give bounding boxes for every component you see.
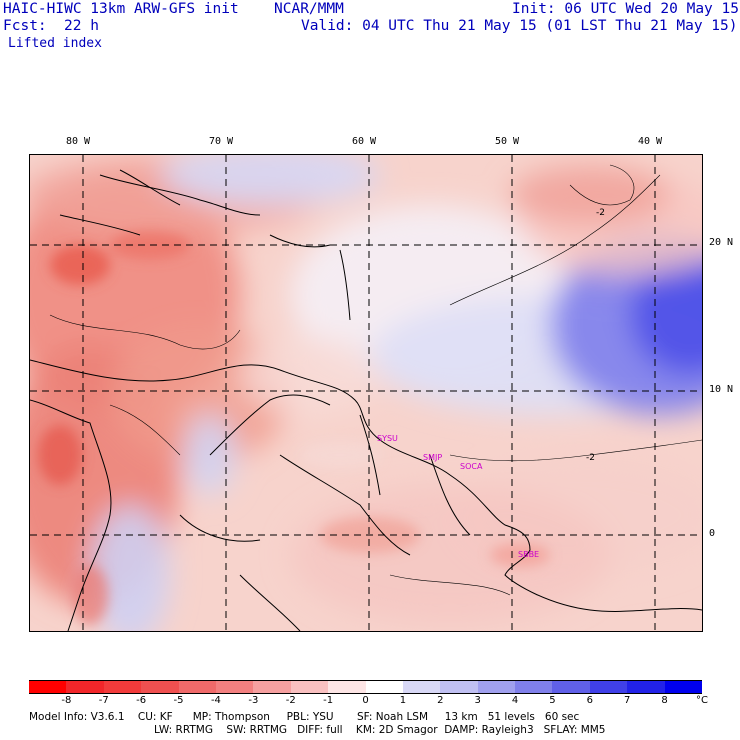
fcst-label: Fcst: (3, 18, 47, 34)
map-canvas: -2 -2 SYSU SMJP SOCA SBBE (30, 155, 702, 631)
colorbar-tick-label: 6 (586, 695, 594, 706)
colorbar-swatch (664, 680, 703, 694)
colorbar-tick-label: -3 (248, 695, 259, 706)
model-info-line2: LW: RRTMG SW: RRTMG DIFF: full KM: 2D Sm… (154, 724, 606, 736)
colorbar-tick-label: 4 (511, 695, 519, 706)
li-contours (49, 164, 702, 596)
colorbar-tick-label: -8 (61, 695, 72, 706)
site-label-soca: SOCA (460, 462, 483, 471)
site-label-smjp: SMJP (423, 453, 442, 462)
colorbar-swatch (178, 680, 217, 694)
colorbar-tick-label: -6 (136, 695, 147, 706)
colorbar-tick-label: -4 (210, 695, 221, 706)
lon-label-50w: 50 W (495, 136, 520, 147)
org-label: NCAR/MMM (274, 1, 344, 17)
colorbar-tick-label: 5 (549, 695, 556, 706)
lon-label-40w: 40 W (638, 136, 663, 147)
lat-label-0: 0 (709, 528, 716, 539)
lon-label-80w: 80 W (66, 136, 91, 147)
colorbar-swatch (253, 680, 292, 694)
colorbar-tick-label: -1 (323, 695, 334, 706)
colorbar-swatch (627, 680, 666, 694)
contour-label: -2 (586, 453, 595, 463)
colorbar-swatch (29, 680, 67, 694)
colorbar-swatch (589, 680, 628, 694)
lat-label-10n: 10 N (709, 384, 734, 395)
model-info-line1: Model Info: V3.6.1 CU: KF MP: Thompson P… (29, 711, 580, 723)
graticule (30, 155, 702, 631)
field-name: Lifted index (8, 36, 102, 51)
colorbar-unit: °C (696, 695, 708, 706)
colorbar-tick-label: -7 (98, 695, 109, 706)
colorbar-swatch (402, 680, 441, 694)
contour-label: -2 (596, 208, 605, 218)
colorbar-tick-label: 2 (437, 695, 444, 706)
colorbar-swatch (477, 680, 516, 694)
colorbar-swatch (552, 680, 591, 694)
colorbar-swatch (103, 680, 142, 694)
colorbar-tick-label: 8 (661, 695, 668, 706)
colorbar-tick-label: -5 (173, 695, 184, 706)
coastlines (30, 169, 702, 631)
site-label-sysu: SYSU (377, 434, 398, 443)
colorbar-swatch (440, 680, 479, 694)
colorbar-swatch (215, 680, 254, 694)
valid-time: Valid: 04 UTC Thu 21 May 15 (01 LST Thu … (301, 18, 738, 34)
colorbar-tick-label: 0 (362, 695, 369, 706)
lifted-index-field (30, 155, 702, 631)
lon-label-60w: 60 W (352, 136, 377, 147)
colorbar-swatch (66, 680, 105, 694)
colorbar-tick-label: 3 (474, 695, 481, 706)
site-label-sbbe: SBBE (518, 550, 539, 559)
lon-label-70w: 70 W (209, 136, 234, 147)
colorbar-swatch (365, 680, 404, 694)
model-title: HAIC-HIWC 13km ARW-GFS init (3, 1, 239, 17)
colorbar-tick-label: 7 (624, 695, 631, 706)
colorbar-swatch (515, 680, 553, 694)
fine-structure (38, 231, 550, 625)
lat-label-20n: 20 N (709, 237, 734, 248)
fcst-value: 22 h (64, 18, 99, 34)
colorbar-tick-label: 1 (399, 695, 407, 706)
lifted-index-map: -2 -2 SYSU SMJP SOCA SBBE (29, 154, 703, 632)
colorbar-swatch (290, 680, 329, 694)
colorbar-swatch (141, 680, 180, 694)
colorbar-swatch (328, 680, 366, 694)
colorbar-tick-label: -2 (285, 695, 296, 706)
init-time: Init: 06 UTC Wed 20 May 15 (512, 1, 739, 17)
